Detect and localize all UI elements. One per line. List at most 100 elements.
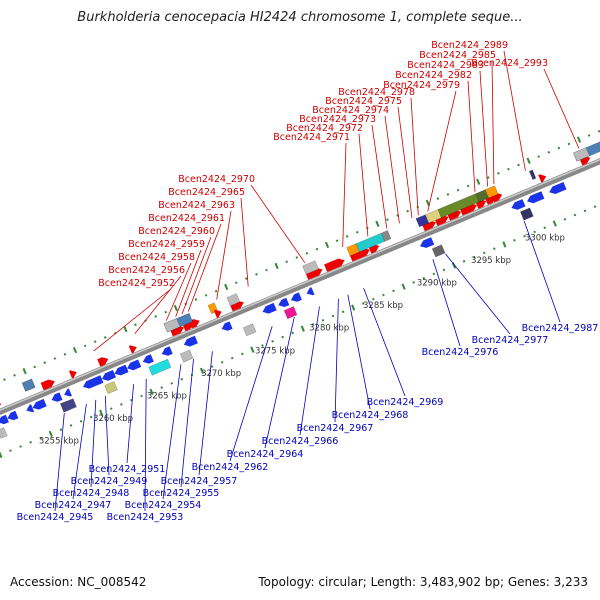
tick-mark [3, 378, 6, 381]
tick-mark [462, 260, 466, 263]
tick-mark [543, 226, 547, 229]
tick-mark [324, 241, 330, 249]
reverse-gene-arrow [278, 297, 290, 307]
tick-mark [472, 255, 476, 259]
topology-text: Topology: circular; Length: 3,483,902 bp… [258, 575, 588, 589]
gene-label: Bcen2424_2947 [35, 500, 112, 511]
tick-mark [502, 241, 507, 248]
tick-mark [573, 213, 577, 217]
tick-mark [48, 430, 53, 438]
reverse-gene-arrow [26, 404, 35, 413]
tick-mark [281, 335, 284, 339]
leader-line [144, 378, 147, 512]
forward-gene-arrow [40, 379, 55, 391]
gene-label: Bcen2424_2968 [332, 410, 409, 421]
tick-mark [230, 356, 234, 360]
reverse-gene-arrow [183, 335, 198, 347]
leader-line [523, 220, 561, 323]
reverse-gene-arrow [51, 392, 63, 402]
gene-label: Bcen2424_2955 [143, 488, 220, 499]
tick-mark [149, 388, 154, 395]
leader-line [384, 115, 400, 224]
gene-label: Bcen2424_2967 [297, 423, 374, 434]
ruler-label: 3300 kbp [525, 234, 565, 244]
tick-mark [552, 220, 557, 227]
gene-label: Bcen2424_2983 [407, 60, 484, 71]
reverse-gene-arrow [83, 375, 104, 389]
ruler-label: 3290 kbp [417, 279, 457, 289]
tick-mark [513, 238, 516, 242]
tick-mark [261, 344, 264, 347]
leader-line [134, 275, 182, 335]
gene-label: Bcen2424_2974 [312, 105, 389, 116]
tick-mark [274, 262, 279, 270]
gene-label: Bcen2424_2975 [325, 96, 402, 107]
tick-mark [160, 386, 163, 389]
tick-mark [375, 220, 380, 227]
tick-mark [406, 209, 409, 213]
leader-line [347, 294, 371, 410]
gene-label: Bcen2424_2956 [108, 265, 185, 276]
gene-label: Bcen2424_2976 [422, 347, 499, 358]
leader-line [165, 262, 192, 321]
gene-label: Bcen2424_2969 [367, 397, 444, 408]
tick-mark [311, 323, 315, 326]
tick-mark [154, 315, 157, 318]
leader-line [229, 326, 273, 462]
tick-mark [79, 419, 83, 423]
forward-labels: Bcen2424_2952 Bcen2424_2956 Bcen2424_2958 B… [93, 40, 580, 352]
tick-mark [335, 239, 339, 242]
leader-line [491, 60, 495, 184]
tick-mark [482, 251, 486, 255]
tick-mark [345, 235, 349, 238]
tick-mark [361, 302, 365, 305]
tick-mark [33, 365, 37, 369]
gene-label: Bcen2424_2952 [98, 278, 175, 289]
backbone-highlight [0, 158, 600, 411]
tick-mark [99, 409, 104, 416]
tick-mark [103, 336, 107, 339]
tick-mark [19, 445, 22, 448]
tick-mark [355, 230, 359, 234]
reverse-gene-arrow [420, 237, 435, 248]
gene-label: Bcen2424_2979 [383, 80, 460, 91]
tick-mark [436, 197, 440, 200]
tick-mark [245, 277, 248, 280]
forward-gene-arrow [0, 403, 2, 406]
gene-box [520, 207, 534, 221]
tick-mark [331, 314, 335, 318]
tick-mark [194, 298, 198, 301]
reverse-gene-arrow [306, 287, 315, 296]
tick-mark [123, 325, 128, 333]
tick-mark [351, 304, 356, 311]
leader-line [264, 317, 295, 449]
leader-line [432, 259, 461, 347]
reverse-gene-arrow [127, 359, 142, 371]
tick-mark [583, 209, 587, 213]
gene-label: Bcen2424_2953 [107, 512, 184, 523]
leader-line [54, 413, 65, 512]
map-title: Burkholderia cenocepacia HI2424 chromoso… [77, 10, 523, 25]
tick-mark [576, 136, 582, 143]
tick-mark [557, 146, 561, 150]
tick-mark [372, 297, 375, 301]
tick-mark [9, 449, 12, 453]
gene-label: Bcen2424_2951 [89, 464, 166, 475]
leader-line [162, 364, 182, 500]
gene-label: Bcen2424_2948 [53, 488, 130, 499]
tick-mark [224, 283, 229, 291]
tick-mark [170, 382, 174, 385]
gene-box [573, 147, 590, 162]
leader-line [181, 236, 212, 315]
tick-mark [507, 167, 510, 171]
tick-mark [271, 339, 274, 343]
gene-box [226, 293, 241, 307]
tick-mark [220, 361, 224, 364]
gene-label: Bcen2424_2966 [262, 436, 339, 447]
gene-label: Bcen2424_2970 [178, 174, 255, 185]
tick-mark [392, 289, 395, 293]
tick-mark [386, 218, 389, 221]
gene-label: Bcen2424_2964 [227, 449, 304, 460]
